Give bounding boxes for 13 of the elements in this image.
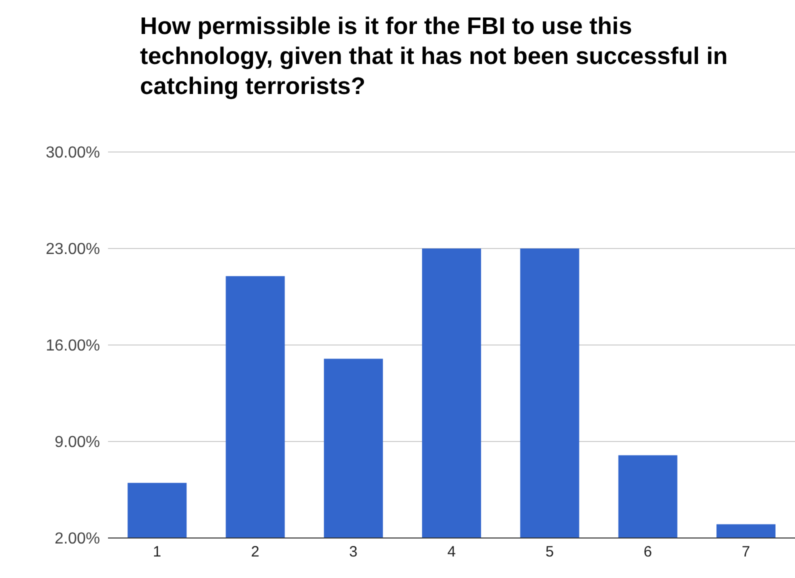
y-tick-label: 30.00%: [46, 144, 100, 162]
y-tick-label: 2.00%: [54, 530, 100, 548]
chart-title: How permissible is it for the FBI to use this technology, given that it has not been successful in catching terrorists?: [139, 12, 729, 102]
x-tick-label: 2: [251, 544, 260, 561]
y-tick-label: 23.00%: [46, 241, 100, 258]
x-tick-label: 6: [644, 544, 652, 561]
x-tick-label: 4: [447, 544, 456, 561]
x-tick-label: 1: [152, 544, 162, 561]
x-tick-label: 5: [545, 544, 554, 561]
x-tick-label: 7: [742, 544, 750, 561]
y-tick-label: 9.00%: [54, 434, 100, 452]
x-tick-label: 3: [349, 544, 358, 561]
y-tick-label: 16.00%: [46, 338, 100, 355]
